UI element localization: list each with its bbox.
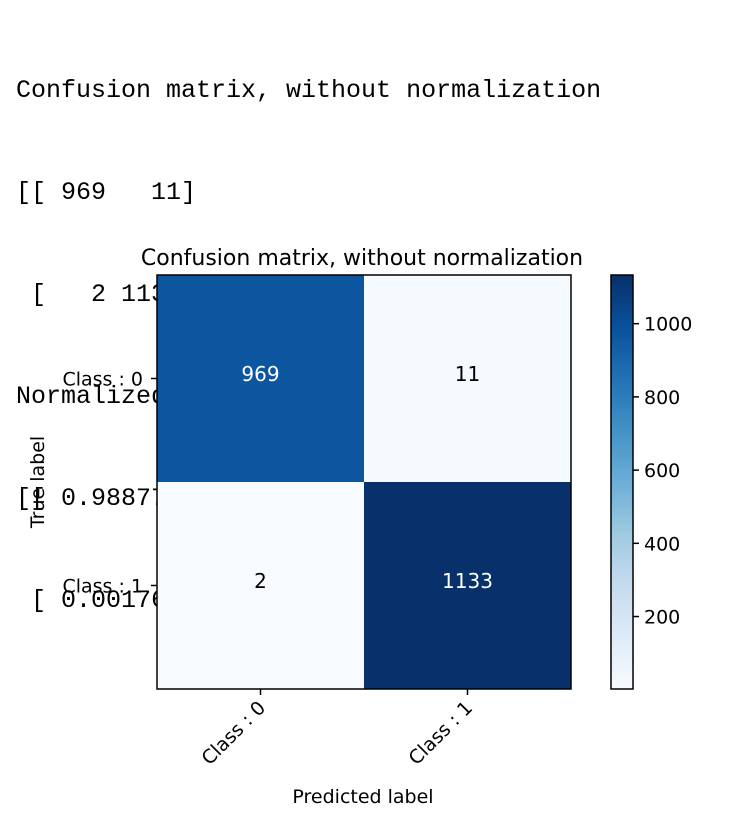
heatmap-cell <box>364 275 571 482</box>
colorbar <box>610 274 634 690</box>
heatmap-cell <box>157 275 364 482</box>
y-axis-label: True label <box>27 436 49 529</box>
colorbar-tick-label: 1000 <box>644 314 692 336</box>
heatmap-cell <box>364 482 571 689</box>
cell-value-label: 2 <box>254 569 267 593</box>
colorbar-ticks: 200 400 600 800 1000 <box>633 314 692 629</box>
confusion-matrix-chart: Confusion matrix, without normalization … <box>27 246 692 808</box>
heatmap-cells: 969 11 2 1133 <box>157 275 571 689</box>
y-tick-label: Class : 1 <box>62 576 143 598</box>
y-axis-ticks: Class : 0 Class : 1 <box>62 369 157 598</box>
console-line: Confusion matrix, without normalization <box>16 76 602 105</box>
console-line: [[ 969 11] <box>16 178 197 207</box>
x-tick-label: Class : 0 <box>198 697 271 770</box>
plot-frame <box>156 274 572 690</box>
colorbar-tick-label: 600 <box>644 460 680 482</box>
colorbar-tick-label: 400 <box>644 533 680 555</box>
x-axis-label: Predicted label <box>292 786 433 808</box>
x-tick-label: Class : 1 <box>405 697 478 770</box>
chart-title: Confusion matrix, without normalization <box>141 246 583 271</box>
cell-value-label: 1133 <box>442 569 493 593</box>
x-axis-ticks: Class : 0 Class : 1 <box>198 689 478 770</box>
y-tick-label: Class : 0 <box>62 369 143 391</box>
colorbar-tick-label: 800 <box>644 387 680 409</box>
cell-value-label: 11 <box>455 362 480 386</box>
cell-value-label: 969 <box>241 362 279 386</box>
colorbar-tick-label: 200 <box>644 607 680 629</box>
heatmap-cell <box>157 482 364 689</box>
